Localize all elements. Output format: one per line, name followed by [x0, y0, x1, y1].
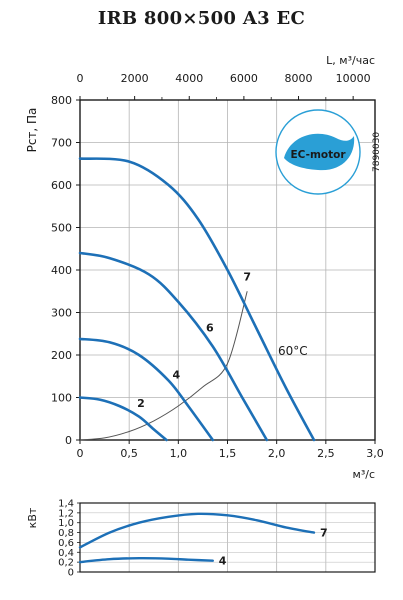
top-tick-label: 10000 — [336, 72, 371, 85]
curve-label: 6 — [206, 322, 214, 335]
power-y-tick-label: 0,2 — [58, 558, 74, 569]
top-axis-label: L, м³/час — [326, 54, 375, 67]
badge-text: EC-motor — [290, 149, 346, 161]
y-tick-label: 800 — [51, 94, 72, 107]
top-tick-label: 6000 — [230, 72, 258, 85]
power-y-tick-label: 1,4 — [58, 499, 74, 510]
y-tick-label: 400 — [51, 264, 72, 277]
power-y-tick-label: 0,8 — [58, 528, 74, 539]
y-tick-label: 100 — [51, 392, 72, 405]
fan-curve-6 — [78, 251, 269, 442]
power-plot-frame — [79, 502, 376, 573]
temperature-label: 60°C — [278, 344, 308, 358]
power-curve-label: 7 — [320, 527, 328, 540]
power-y-tick-label: 0,4 — [58, 548, 74, 559]
y-tick-label: 500 — [51, 222, 72, 235]
leaf-icon — [284, 133, 355, 171]
top-tick-label: 2000 — [121, 72, 149, 85]
x-tick-label: 2,5 — [317, 447, 335, 460]
x-axis-label: м³/с — [353, 468, 375, 481]
x-tick-label: 0 — [77, 447, 84, 460]
x-tick-label: 3,0 — [366, 447, 384, 460]
fan-curve-4 — [78, 337, 215, 442]
y-tick-label: 300 — [51, 307, 72, 320]
curve-label: 2 — [137, 397, 145, 410]
power-curve-4 — [78, 556, 214, 564]
power-y-tick-label: 1,0 — [58, 518, 74, 529]
y-axis-label: Рст, Па — [25, 108, 39, 153]
fan-curve-2 — [78, 396, 168, 442]
x-tick-label: 1,5 — [219, 447, 237, 460]
power-y-axis-label: кВт — [26, 507, 39, 528]
power-curve-label: 4 — [219, 555, 227, 568]
power-curve-7 — [78, 512, 316, 549]
chart-title: IRB 800×500 A3 EC — [97, 8, 306, 29]
top-tick-label: 8000 — [285, 72, 313, 85]
y-tick-label: 600 — [51, 179, 72, 192]
system-resistance-curve — [79, 291, 248, 441]
curve-label: 4 — [173, 368, 181, 381]
top-tick-label: 4000 — [175, 72, 203, 85]
top-tick-label: 0 — [77, 72, 84, 85]
y-tick-label: 700 — [51, 137, 72, 150]
power-y-tick-label: 0,6 — [58, 538, 74, 549]
x-tick-label: 1,0 — [170, 447, 188, 460]
fan-curve-7 — [78, 157, 316, 442]
power-y-tick-label: 0 — [68, 568, 74, 579]
x-tick-label: 2,0 — [268, 447, 286, 460]
y-tick-label: 0 — [65, 434, 72, 447]
y-tick-label: 200 — [51, 349, 72, 362]
x-tick-label: 0,5 — [120, 447, 138, 460]
curve-label: 7 — [243, 271, 251, 284]
power-y-tick-label: 1,2 — [58, 508, 74, 519]
